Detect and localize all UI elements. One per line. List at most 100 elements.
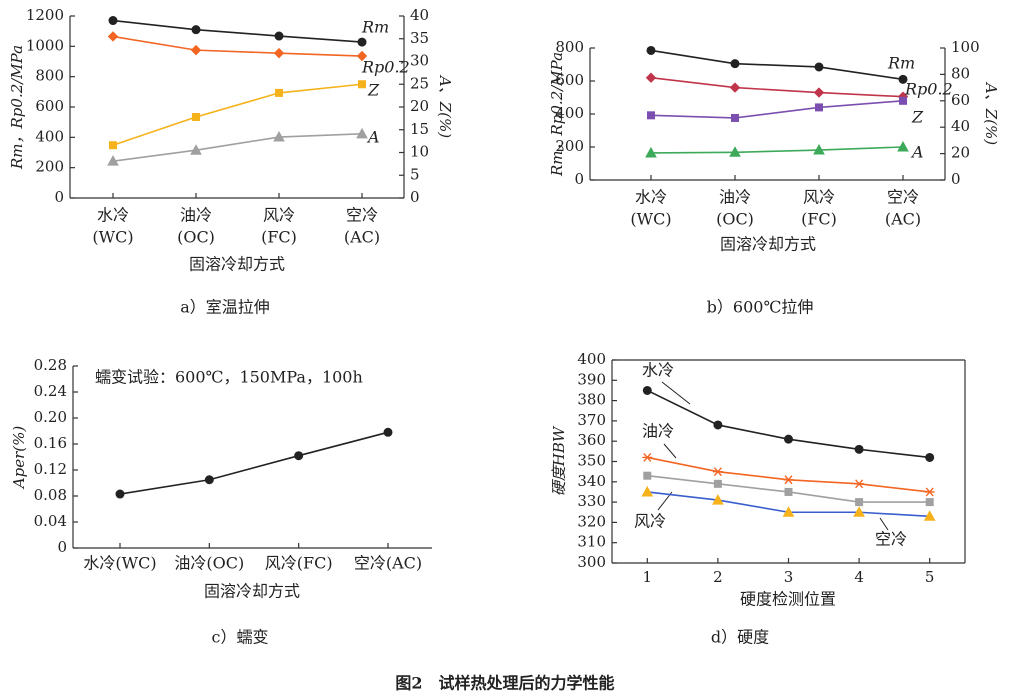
marker — [641, 485, 654, 497]
series-line — [650, 76, 904, 98]
marker — [731, 113, 739, 122]
x-tick-label: 空冷 — [346, 206, 378, 225]
series-label: 水冷 — [642, 361, 674, 380]
marker — [646, 45, 656, 55]
y-tick-label: 390 — [577, 370, 606, 388]
y2-tick-label: 100 — [951, 38, 980, 56]
y-tick-label: 370 — [577, 411, 606, 429]
x-tick-label: 风冷 — [803, 188, 835, 207]
series-label: Rp0.2 — [904, 80, 953, 99]
y2-tick-label: 20 — [410, 97, 429, 115]
y2-tick-label: 80 — [951, 64, 970, 82]
marker — [645, 72, 657, 83]
x-tick-label: 风冷(FC) — [265, 554, 333, 573]
marker — [108, 16, 118, 26]
x-axis-label: 固溶冷却方式 — [720, 235, 816, 254]
y-tick-label: 380 — [577, 391, 606, 409]
marker — [729, 146, 741, 157]
y-tick-label: 0 — [54, 188, 64, 206]
label-pointer — [879, 517, 889, 531]
panel-caption: d）硬度 — [711, 628, 769, 647]
y-tick-label: 340 — [577, 472, 606, 490]
label-pointer — [663, 443, 677, 459]
x-tick-sublabel: (FC) — [261, 228, 297, 247]
y2-tick-label: 40 — [951, 117, 970, 135]
y-tick-label: 0.08 — [34, 486, 67, 504]
y-tick-label: 0 — [574, 170, 584, 188]
series-line — [650, 100, 904, 119]
y-tick-label: 200 — [555, 137, 584, 155]
y-axis-label: Rm，Rp0.2/MPa — [8, 45, 26, 170]
y-tick-label: 800 — [555, 38, 584, 56]
marker — [645, 146, 657, 158]
marker — [923, 510, 936, 521]
x-tick-sublabel: (WC) — [630, 210, 671, 229]
marker — [898, 74, 908, 84]
panel-caption: b）600℃拉伸 — [707, 298, 814, 317]
y-tick-label: 0.28 — [34, 356, 67, 374]
marker — [813, 87, 825, 98]
x-tick-label: 水冷 — [97, 206, 129, 225]
y2-tick-label: 30 — [410, 52, 429, 70]
series-label: Rp0.2 — [361, 58, 410, 77]
y-tick-label: 0 — [57, 538, 67, 556]
marker — [784, 487, 793, 496]
y2-tick-label: 15 — [410, 120, 429, 138]
y-tick-label: 600 — [555, 71, 584, 89]
y-tick-label: 310 — [577, 533, 606, 551]
marker — [275, 88, 283, 97]
y-tick-label: 0.24 — [34, 382, 67, 400]
y2-axis-label: A、Z(%) — [982, 81, 1000, 145]
marker — [115, 489, 125, 499]
y2-tick-label: 20 — [951, 144, 970, 162]
x-tick-label: 水冷 — [635, 188, 667, 207]
marker — [783, 475, 794, 485]
series-line — [650, 146, 904, 154]
marker — [899, 96, 907, 105]
x-axis-label: 固溶冷却方式 — [204, 582, 300, 601]
y-axis-label: 硬度HBW — [550, 425, 568, 496]
x-tick-sublabel: (OC) — [716, 210, 754, 229]
y-tick-label: 400 — [555, 104, 584, 122]
x-tick-label: 水冷(WC) — [83, 554, 156, 573]
marker — [854, 479, 865, 489]
series-label: 空冷 — [875, 530, 907, 549]
marker — [712, 494, 724, 505]
x-tick-sublabel: (OC) — [177, 228, 215, 247]
marker — [729, 82, 741, 93]
y2-tick-label: 0 — [951, 170, 961, 188]
y-tick-label: 600 — [35, 97, 64, 115]
marker — [854, 444, 864, 454]
x-tick-label: 油冷 — [180, 206, 212, 225]
x-tick-label: 油冷(OC) — [174, 554, 244, 573]
marker — [730, 59, 740, 69]
y2-tick-label: 0 — [410, 188, 420, 206]
marker — [192, 113, 200, 122]
marker — [358, 80, 366, 89]
x-tick-label: 4 — [854, 568, 864, 586]
panel-caption: c）蠕变 — [212, 628, 269, 647]
x-tick-label: 5 — [925, 568, 935, 586]
series-label: 油冷 — [642, 422, 674, 441]
marker — [356, 50, 368, 62]
marker — [107, 155, 119, 166]
y-tick-label: 400 — [35, 127, 64, 145]
y2-tick-label: 5 — [410, 165, 420, 183]
x-tick-label: 空冷(AC) — [354, 554, 422, 573]
series-line — [112, 35, 363, 57]
x-axis-label: 硬度检测位置 — [740, 590, 836, 609]
marker — [357, 37, 367, 47]
x-tick-label: 空冷 — [887, 188, 919, 207]
x-tick-label: 2 — [713, 568, 723, 586]
x-axis-label: 固溶冷却方式 — [189, 255, 285, 274]
y-tick-label: 320 — [577, 512, 606, 530]
marker — [273, 47, 285, 59]
series-line — [112, 83, 363, 146]
y-tick-label: 1000 — [26, 36, 64, 54]
series-label: A — [366, 128, 380, 147]
y-axis-label: Aper(%) — [10, 426, 28, 491]
figure-caption: 图2 试样热处理后的力学性能 — [395, 674, 614, 693]
y-tick-label: 0.12 — [34, 460, 67, 478]
y-tick-label: 300 — [577, 553, 606, 571]
